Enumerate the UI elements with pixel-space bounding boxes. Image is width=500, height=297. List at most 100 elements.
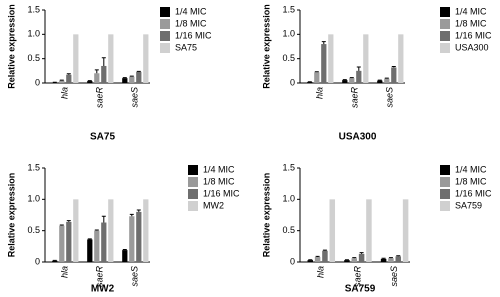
y-tick-label: 1.5 (282, 162, 295, 172)
bar (328, 34, 334, 83)
bar (143, 199, 149, 262)
x-tick-label: saeS (385, 87, 395, 108)
panel: 0 0.5 1.0 1.5 Relative expression MW2 hla saeR s… (6, 162, 240, 294)
legend-label: 1/8 MIC (175, 18, 207, 28)
legend-swatch (440, 7, 450, 17)
bar (101, 65, 107, 83)
legend-label: USA300 (455, 42, 489, 52)
bar (402, 199, 409, 262)
legend-swatch (160, 31, 170, 41)
error-bar (381, 257, 386, 259)
bar (349, 78, 355, 83)
bar (108, 199, 114, 262)
panel: 0 0.5 1.0 1.5 Relative expression SA75 hla saeR… (6, 4, 212, 142)
legend-label: 1/16 MIC (175, 30, 212, 40)
legend-label: SA75 (175, 42, 197, 52)
bar (66, 74, 72, 83)
y-tick-label: 0 (35, 77, 40, 87)
bar (101, 222, 107, 262)
legend-label: 1/8 MIC (455, 176, 487, 186)
y-tick-label: 1.0 (27, 194, 40, 204)
bar (122, 250, 128, 262)
panel: 0 0.5 1.0 1.5 Relative expression USA300 hla sa… (261, 4, 492, 142)
legend-label: 1/4 MIC (455, 164, 487, 174)
legend-label: 1/8 MIC (203, 176, 235, 186)
y-tick-label: 0.5 (27, 53, 40, 63)
bar (136, 211, 142, 262)
y-axis-label: Relative expression (6, 4, 16, 89)
x-tick-label: hla (60, 266, 70, 278)
error-bar (94, 69, 99, 74)
y-tick-label: 1.5 (27, 4, 40, 14)
error-bar (321, 41, 326, 45)
bar (314, 72, 320, 83)
y-tick-label: 1.5 (282, 4, 295, 14)
legend-label: SA759 (455, 200, 482, 210)
legend-swatch (160, 43, 170, 53)
error-bar (352, 257, 357, 259)
y-axis-label: Relative expression (6, 173, 16, 258)
bar (380, 258, 387, 262)
legend-swatch (188, 165, 198, 175)
bar (356, 70, 362, 83)
error-bar (356, 66, 361, 71)
x-tick-label: saeR (350, 87, 360, 109)
bar (129, 76, 135, 83)
x-tick-label: saeS (130, 87, 140, 108)
x-tick-label: hla (60, 87, 70, 99)
y-tick-label: 1.0 (27, 29, 40, 39)
error-bar (101, 57, 106, 66)
bar (129, 216, 135, 262)
x-tick-label: saeR (95, 87, 105, 109)
bar (307, 260, 314, 262)
error-bar (101, 215, 106, 223)
error-bar (388, 257, 393, 259)
bar (87, 239, 93, 262)
bar (59, 225, 65, 262)
legend-label: 1/4 MIC (203, 164, 235, 174)
legend-label: 1/16 MIC (455, 30, 492, 40)
legend-swatch (440, 43, 450, 53)
legend-swatch (188, 201, 198, 211)
bar (136, 71, 142, 83)
bar (391, 67, 397, 83)
chart-title: MW2 (91, 284, 115, 295)
bar (143, 34, 149, 83)
bar (395, 256, 402, 262)
y-tick-label: 0.5 (27, 225, 40, 235)
y-tick-label: 0 (35, 256, 40, 266)
chart-title: SA759 (345, 284, 376, 295)
bar (314, 256, 321, 262)
y-tick-label: 1.5 (27, 162, 40, 172)
legend-label: 1/4 MIC (175, 6, 207, 16)
bar (73, 34, 79, 83)
error-bar (59, 224, 64, 226)
bar (384, 78, 390, 83)
bar (108, 34, 114, 83)
bar (52, 260, 58, 262)
y-tick-label: 0 (290, 77, 295, 87)
chart-title: SA75 (90, 132, 115, 143)
legend-swatch (188, 177, 198, 187)
bar (329, 199, 336, 262)
chart-title: USA300 (339, 132, 377, 143)
error-bar (87, 238, 92, 240)
legend-label: MW2 (203, 200, 224, 210)
bar (377, 80, 383, 83)
bar (321, 44, 327, 83)
bar (398, 34, 404, 83)
legend-swatch (440, 31, 450, 41)
legend-label: 1/16 MIC (455, 188, 492, 198)
legend-swatch (440, 177, 450, 187)
bar (358, 253, 365, 262)
bar (122, 78, 128, 83)
x-tick-label: saeR (352, 266, 362, 288)
error-bar (322, 249, 327, 251)
error-bar (391, 65, 396, 68)
legend-label: 1/8 MIC (455, 18, 487, 28)
y-tick-label: 0 (290, 256, 295, 266)
y-tick-label: 0.5 (282, 53, 295, 63)
error-bar (136, 209, 141, 212)
error-bar (122, 248, 127, 251)
